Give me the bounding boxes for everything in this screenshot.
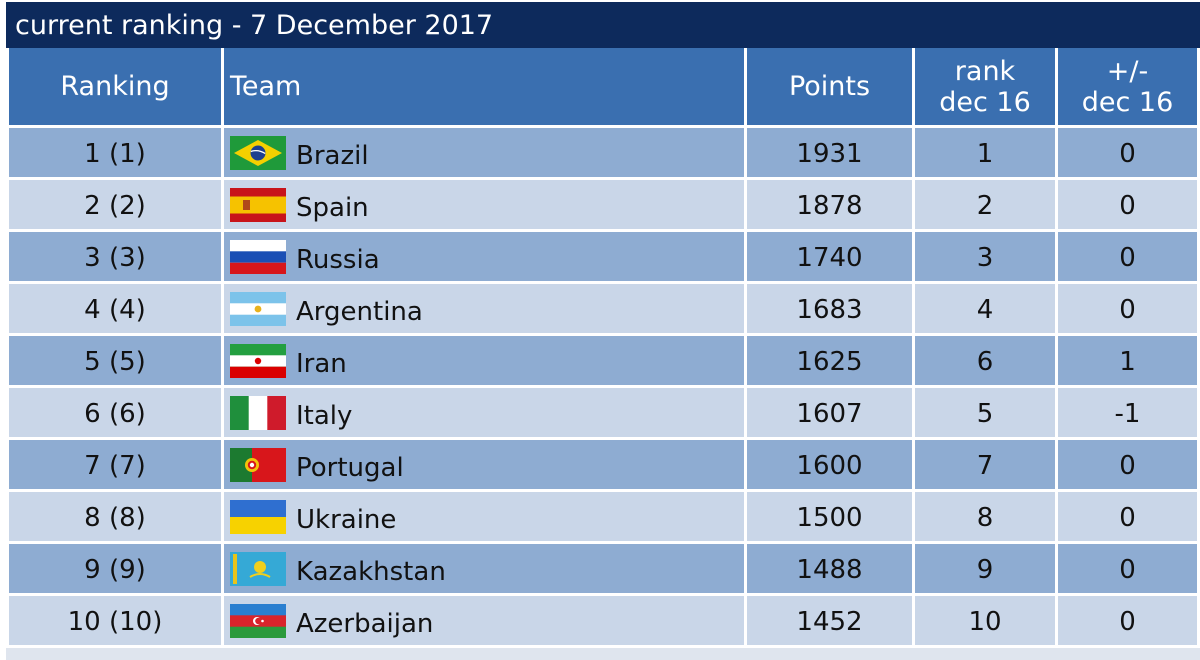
diff-cell: 1 [1058, 336, 1200, 388]
team-name: Italy [296, 400, 353, 431]
column-header-ranking: Ranking [6, 48, 224, 128]
rank-dec16-cell: 8 [915, 492, 1058, 544]
argentina-flag-icon [230, 291, 286, 326]
ranking-cell: 5 (5) [6, 336, 224, 388]
table-row: 10 (10) Azerbaijan 1452 10 0 [6, 596, 1200, 648]
points-cell: 1740 [747, 232, 915, 284]
italy-flag-icon [230, 395, 286, 430]
ranking-cell: 8 (8) [6, 492, 224, 544]
iran-flag-icon [230, 343, 286, 378]
diff-cell: 0 [1058, 440, 1200, 492]
rank-dec16-cell: 10 [915, 596, 1058, 648]
team-cell: Portugal [224, 440, 747, 492]
team-cell: Azerbaijan [224, 596, 747, 648]
ranking-cell: 4 (4) [6, 284, 224, 336]
rank-dec16-cell: 5 [915, 388, 1058, 440]
team-cell: Spain [224, 180, 747, 232]
team-name: Russia [296, 244, 380, 275]
table-row: 6 (6) Italy 1607 5 -1 [6, 388, 1200, 440]
ranking-table: Ranking Team Points rank dec 16 +/- dec 16… [6, 48, 1200, 648]
ranking-cell: 7 (7) [6, 440, 224, 492]
team-name: Azerbaijan [296, 608, 434, 639]
points-cell: 1878 [747, 180, 915, 232]
table-row: 3 (3) Russia 1740 3 0 [6, 232, 1200, 284]
points-cell: 1625 [747, 336, 915, 388]
points-cell: 1931 [747, 128, 915, 180]
rank-dec16-cell: 1 [915, 128, 1058, 180]
points-cell: 1600 [747, 440, 915, 492]
ranking-cell: 10 (10) [6, 596, 224, 648]
team-name: Portugal [296, 452, 404, 483]
column-header-team: Team [224, 48, 747, 128]
rank-dec16-cell: 3 [915, 232, 1058, 284]
diff-cell: 0 [1058, 232, 1200, 284]
diff-cell: 0 [1058, 128, 1200, 180]
team-name: Argentina [296, 296, 423, 327]
rank-dec16-cell: 2 [915, 180, 1058, 232]
points-cell: 1452 [747, 596, 915, 648]
rank-dec16-cell: 9 [915, 544, 1058, 596]
page-title: current ranking - 7 December 2017 [6, 2, 1200, 48]
ranking-cell: 9 (9) [6, 544, 224, 596]
russia-flag-icon [230, 239, 286, 274]
team-name: Spain [296, 192, 369, 223]
table-row: 8 (8) Ukraine 1500 8 0 [6, 492, 1200, 544]
rank-dec16-cell: 4 [915, 284, 1058, 336]
ranking-cell: 1 (1) [6, 128, 224, 180]
points-cell: 1683 [747, 284, 915, 336]
table-row: 4 (4) Argentina 1683 4 0 [6, 284, 1200, 336]
ranking-panel: current ranking - 7 December 2017 Rankin… [6, 2, 1200, 660]
ukraine-flag-icon [230, 499, 286, 534]
rank-dec16-cell: 6 [915, 336, 1058, 388]
team-name: Brazil [296, 140, 369, 171]
ranking-cell: 3 (3) [6, 232, 224, 284]
portugal-flag-icon [230, 447, 286, 482]
team-cell: Russia [224, 232, 747, 284]
diff-cell: 0 [1058, 180, 1200, 232]
diff-cell: 0 [1058, 596, 1200, 648]
rank-dec16-cell: 7 [915, 440, 1058, 492]
team-cell: Kazakhstan [224, 544, 747, 596]
column-header-rank-dec16: rank dec 16 [915, 48, 1058, 128]
team-cell: Iran [224, 336, 747, 388]
points-cell: 1500 [747, 492, 915, 544]
team-name: Kazakhstan [296, 556, 446, 587]
table-row: 1 (1) Brazil 1931 1 0 [6, 128, 1200, 180]
team-name: Iran [296, 348, 347, 379]
diff-cell: 0 [1058, 284, 1200, 336]
team-cell: Italy [224, 388, 747, 440]
team-cell: Ukraine [224, 492, 747, 544]
table-row: 5 (5) Iran 1625 6 1 [6, 336, 1200, 388]
points-cell: 1488 [747, 544, 915, 596]
column-header-diff-dec16: +/- dec 16 [1058, 48, 1200, 128]
team-cell: Argentina [224, 284, 747, 336]
points-cell: 1607 [747, 388, 915, 440]
ranking-cell: 6 (6) [6, 388, 224, 440]
kazakhstan-flag-icon [230, 551, 286, 586]
team-cell: Brazil [224, 128, 747, 180]
azerbaijan-flag-icon [230, 603, 286, 638]
table-header-row: Ranking Team Points rank dec 16 +/- dec 16 [6, 48, 1200, 128]
diff-cell: -1 [1058, 388, 1200, 440]
table-row: 7 (7) Portugal 1600 7 0 [6, 440, 1200, 492]
table-row: 2 (2) Spain 1878 2 0 [6, 180, 1200, 232]
spain-flag-icon [230, 187, 286, 222]
diff-cell: 0 [1058, 544, 1200, 596]
column-header-points: Points [747, 48, 915, 128]
ranking-cell: 2 (2) [6, 180, 224, 232]
team-name: Ukraine [296, 504, 397, 535]
diff-cell: 0 [1058, 492, 1200, 544]
brazil-flag-icon [230, 135, 286, 170]
table-row: 9 (9) Kazakhstan 1488 9 0 [6, 544, 1200, 596]
